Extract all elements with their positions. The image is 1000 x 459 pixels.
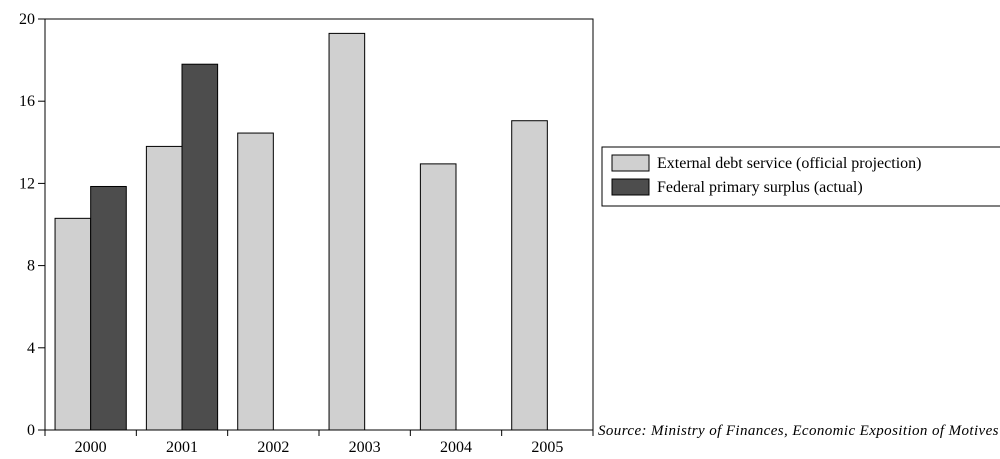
bar-external-debt-service-2002 bbox=[237, 132, 274, 431]
bar-federal-primary-surplus-2000 bbox=[90, 185, 127, 431]
x-axis: 2000 2001 2002 2003 2004 2005 bbox=[44, 430, 594, 456]
bar-external-debt-service-2001 bbox=[145, 145, 183, 431]
y-tick-label: 20 bbox=[19, 11, 35, 28]
legend-label-external-debt-service: External debt service (official projecti… bbox=[657, 155, 921, 172]
bar-external-debt-service-2000 bbox=[54, 217, 92, 431]
x-tick-label: 2000 bbox=[75, 439, 107, 456]
source-note: Source: Ministry of Finances, Economic E… bbox=[598, 423, 1000, 439]
bar-external-debt-service-2004 bbox=[419, 163, 457, 431]
legend-swatch-federal-primary-surplus bbox=[611, 178, 650, 196]
y-tick-label: 0 bbox=[27, 422, 35, 439]
y-tick-label: 12 bbox=[19, 175, 35, 192]
y-axis: 0 4 8 12 16 20 bbox=[19, 11, 45, 439]
x-tick-label: 2002 bbox=[257, 439, 289, 456]
bar-external-debt-service-2003 bbox=[328, 32, 366, 431]
x-tick-label: 2005 bbox=[531, 439, 563, 456]
bar-federal-primary-surplus-2001 bbox=[181, 63, 219, 431]
x-tick-label: 2001 bbox=[166, 439, 198, 456]
bar-external-debt-service-2005 bbox=[511, 120, 548, 431]
y-tick-label: 8 bbox=[27, 258, 35, 275]
bars bbox=[54, 32, 548, 431]
legend: External debt service (official projecti… bbox=[601, 146, 1000, 207]
legend-box bbox=[601, 146, 1000, 207]
legend-swatch-external-debt-service bbox=[611, 154, 650, 172]
legend-label-federal-primary-surplus: Federal primary surplus (actual) bbox=[657, 179, 863, 196]
y-tick-label: 16 bbox=[19, 93, 35, 110]
plot-area-frame bbox=[44, 18, 594, 431]
x-tick-label: 2003 bbox=[349, 439, 381, 456]
x-tick-label: 2004 bbox=[440, 439, 472, 456]
y-tick-label: 4 bbox=[27, 340, 35, 357]
